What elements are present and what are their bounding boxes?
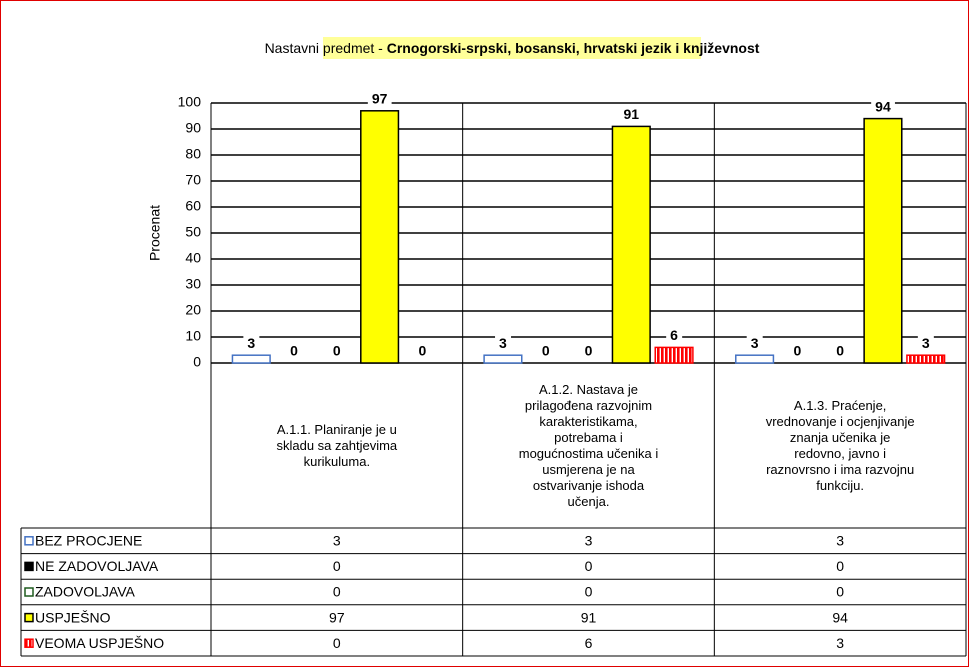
data-label: 0 [333,343,341,359]
title-subject: Crnogorski-srpski, bosanski, hrvatski je… [387,40,760,56]
y-tick-label: 100 [178,94,202,110]
legend-label: USPJEŠNO [35,609,111,625]
data-label: 3 [499,335,507,351]
data-label-bg [495,334,512,351]
legend-label: NE ZADOVOLJAVA [35,558,159,574]
bar [906,354,946,364]
data-label-bg [537,342,554,359]
legend-label: ZADOVOLJAVA [35,584,136,600]
data-label-bg [746,334,763,351]
bar [483,354,523,364]
data-label-bg [414,342,431,359]
data-label-bg [619,106,644,123]
table-cell: 6 [585,635,593,651]
legend-key [24,536,34,546]
x-tick-label: A.1.1. Planiranje je u skladu sa zahtjev… [211,363,463,528]
data-label-bg [367,90,392,107]
title-part: Nastavni predmet - [265,40,387,56]
table-cell: 94 [832,609,848,625]
table-cell: 0 [333,558,341,574]
category-text: A.1.3. Praćenje, vrednovanje i ocjenjiva… [765,397,915,493]
table-cell: 0 [585,584,593,600]
data-label: 3 [247,335,255,351]
bar [654,346,694,364]
chart-title: Nastavni predmet - Crnogorski-srpski, bo… [265,40,760,56]
data-label-bg [917,334,934,351]
bar [231,354,271,364]
data-label: 0 [542,343,550,359]
x-tick-label: A.1.2. Nastava je prilagođena razvojnim … [463,363,715,528]
data-label-bg [832,342,849,359]
data-label-bg [580,342,597,359]
data-label: 0 [836,343,844,359]
legend-key [24,612,34,623]
legend-key [24,561,34,572]
y-tick-label: 40 [185,250,201,266]
category-text: A.1.2. Nastava je prilagođena razvojnim … [518,381,659,509]
table-cell: 91 [581,609,597,625]
table-cell: 0 [836,558,844,574]
y-tick-label: 60 [185,198,201,214]
bar [735,354,775,364]
data-label-bg [871,98,895,115]
data-label-bg [666,327,683,344]
y-tick-label: 0 [193,354,201,370]
x-tick-label: A.1.3. Praćenje, vrednovanje i ocjenjiva… [714,363,966,528]
y-tick-label: 70 [185,172,201,188]
table-cell: 3 [333,533,341,549]
table-cell: 0 [585,558,593,574]
data-label: 6 [670,327,678,343]
data-label: 97 [372,91,388,107]
legend-key [24,638,34,648]
y-tick-label: 90 [185,120,201,136]
category-text: A.1.1. Planiranje je u skladu sa zahtjev… [276,421,398,469]
bar [611,125,651,364]
table-cell: 0 [333,584,341,600]
data-label-bg [789,342,806,359]
y-tick-label: 20 [185,302,201,318]
bar [863,117,903,364]
y-tick-label: 50 [185,224,201,240]
data-label-bg [243,334,260,351]
data-label: 94 [875,98,891,114]
data-label: 3 [922,335,930,351]
data-label-bg [286,342,303,359]
data-label: 0 [585,343,593,359]
table-cell: 0 [836,584,844,600]
legend-label: VEOMA USPJEŠNO [35,635,164,651]
data-label: 0 [419,343,427,359]
table-cell: 0 [333,635,341,651]
data-label: 91 [623,106,639,122]
y-axis-title: Procenat [147,205,163,261]
table-cell: 3 [836,533,844,549]
data-label: 0 [793,343,801,359]
table-cell: 97 [329,609,345,625]
table-cell: 3 [836,635,844,651]
legend-label: BEZ PROCJENE [35,533,142,549]
title-highlight [323,37,701,59]
data-label: 3 [751,335,759,351]
legend-key [24,587,34,597]
table-cell: 3 [585,533,593,549]
y-tick-label: 80 [185,146,201,162]
data-label-bg [328,342,345,359]
y-tick-label: 10 [185,328,201,344]
bar [360,110,400,364]
y-tick-label: 30 [185,276,201,292]
data-label: 0 [290,343,298,359]
